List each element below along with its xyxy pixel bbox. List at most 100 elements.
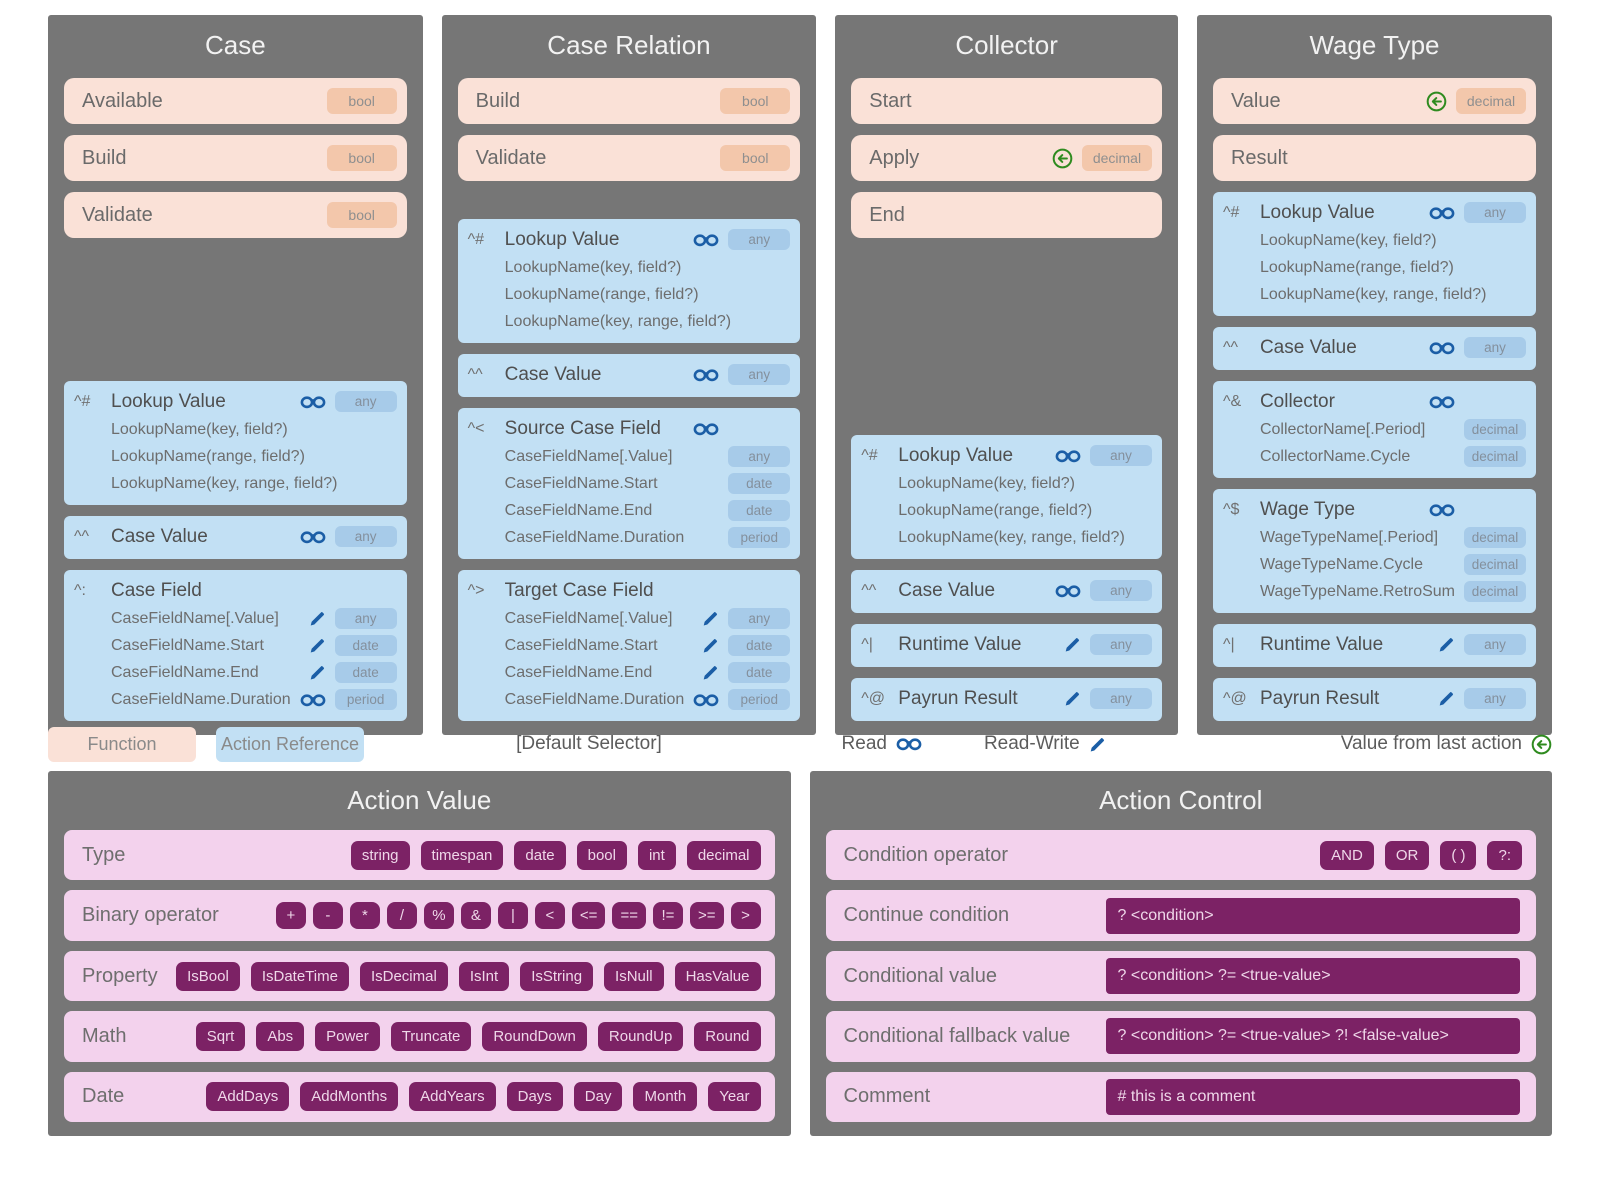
action-reference-block: ^# Lookup Value any LookupName(key, fiel… (851, 435, 1162, 559)
value-chip: Sqrt (195, 1021, 246, 1051)
block-header: ^^ Case Value any (1223, 333, 1526, 362)
row-label: Conditional fallback value (843, 1024, 1071, 1047)
legend-function-chip: Function (48, 726, 196, 762)
legend-read: Read (842, 733, 922, 755)
line-text: CaseFieldName.End (111, 663, 259, 681)
read-glasses-icon (1429, 503, 1455, 517)
function-label: Result (1230, 146, 1288, 169)
value-type-badge: date (334, 662, 397, 683)
block-title: Source Case Field (504, 417, 661, 439)
value-type-badge: decimal (1464, 446, 1526, 467)
value-chip: ?: (1487, 840, 1522, 870)
pattern-bar: ? <condition> ?= <true-value> ?! <false-… (1105, 1018, 1520, 1055)
action-reference-block: ^^ Case Value any (851, 570, 1162, 613)
function-label: Validate (475, 146, 547, 169)
legend-read-write: Read-Write (984, 733, 1106, 755)
block-header: ^# Lookup Value any (861, 441, 1152, 470)
selector-prefix: ^# (861, 446, 878, 464)
value-chip: AND (1320, 840, 1374, 870)
panel-collector: Collector Start Apply decimal End (835, 15, 1178, 735)
function-row: Value decimal (1212, 78, 1536, 124)
return-type-badge: bool (720, 88, 791, 114)
line-text: LookupName(range, field?) (111, 447, 305, 465)
row-label: Type (82, 843, 126, 866)
read-glasses-icon (1055, 449, 1081, 463)
function-label: Apply (869, 146, 920, 169)
block-title: Case Field (111, 579, 202, 601)
selector-prefix: ^$ (1222, 500, 1240, 518)
chip-group: IsBool IsDateTime IsDecimal IsInt IsString Is… (176, 961, 761, 991)
value-type-badge: date (728, 662, 791, 683)
function-label: Validate (82, 203, 153, 226)
action-row: Property IsBool IsDateTime IsDecimal IsInt I… (64, 950, 775, 1002)
value-chip: Days (506, 1082, 563, 1112)
panel-spacer (64, 249, 407, 370)
selector-prefix: ^: (74, 581, 86, 599)
block-title: Target Case Field (504, 579, 654, 601)
read-glasses-icon (693, 693, 719, 707)
line-text: LookupName(key, field?) (898, 474, 1075, 492)
block-header: ^> Target Case Field (468, 576, 791, 605)
action-control-panel: Action Control Condition operator AND OR (… (809, 771, 1552, 1136)
action-row: Binary operator + - * /% & | < <= == != >= > (64, 890, 775, 941)
panel-spacer (458, 192, 801, 208)
read-glasses-icon (300, 530, 326, 544)
block-line: LookupName(key, field?) (74, 416, 397, 443)
block-title: Case Value (504, 363, 602, 385)
value-chip: / (386, 902, 417, 930)
block-line: CaseFieldName.Duration period (74, 686, 397, 713)
legend-read-label: Read (841, 733, 887, 754)
read-write-pencil-icon (309, 637, 326, 654)
value-type-badge: any (334, 608, 397, 629)
value-chip: IsInt (458, 961, 510, 991)
read-glasses-icon (693, 233, 719, 247)
action-row: Conditional fallback value ? <condition>… (825, 1011, 1536, 1062)
value-chip: != (652, 902, 683, 930)
action-row: Continue condition ? <condition> (825, 890, 1536, 941)
block-title: Lookup Value (111, 390, 226, 412)
value-type-badge: date (334, 635, 397, 656)
selector-prefix: ^< (467, 419, 485, 437)
read-write-pencil-icon (1064, 690, 1081, 707)
return-type-badge: bool (326, 202, 397, 228)
line-text: CaseFieldName[.Value] (504, 447, 673, 465)
value-type-badge: any (334, 526, 397, 547)
function-label: Start (869, 89, 912, 112)
block-header: ^< Source Case Field (468, 414, 791, 443)
block-header: ^# Lookup Value any (468, 225, 791, 254)
row-label: Comment (843, 1085, 931, 1108)
block-line: LookupName(key, field?) (468, 254, 791, 281)
value-type-badge: any (728, 364, 791, 385)
panel-title: Case Relation (547, 30, 711, 60)
action-reference-block: ^^ Case Value any (457, 354, 801, 397)
value-chip: IsDateTime (250, 961, 349, 991)
block-header: ^$ Wage Type (1223, 495, 1526, 524)
block-header: ^^ Case Value any (861, 576, 1152, 605)
selector-prefix: ^# (467, 230, 485, 248)
line-text: LookupName(key, range, field?) (1259, 285, 1487, 303)
block-header: ^| Runtime Value any (1223, 630, 1526, 659)
panel-title: Case (204, 30, 266, 60)
read-write-pencil-icon (1064, 636, 1081, 653)
action-reference-block: ^^ Case Value any (64, 516, 407, 559)
block-title: Runtime Value (1259, 633, 1384, 655)
value-type-badge: any (1464, 688, 1526, 709)
line-text: WageTypeName[.Period] (1259, 528, 1439, 546)
action-reference-block: ^> Target Case Field CaseFieldName[.Valu… (457, 570, 801, 721)
last-action-arrow-icon (1052, 148, 1073, 169)
action-reference-block: ^@ Payrun Result any (1212, 678, 1536, 721)
value-chip: > (730, 902, 761, 930)
read-glasses-icon (896, 737, 922, 751)
function-label: Value (1230, 89, 1281, 112)
block-title: Runtime Value (898, 633, 1022, 655)
value-type-badge: period (334, 689, 397, 710)
block-title: Payrun Result (1259, 687, 1380, 709)
line-text: LookupName(key, field?) (111, 420, 288, 438)
block-line: CaseFieldName.Duration period (468, 686, 791, 713)
return-type-badge: decimal (1456, 88, 1526, 114)
line-text: CaseFieldName[.Value] (504, 609, 673, 627)
block-title: Collector (1259, 390, 1335, 412)
value-type-badge: period (728, 527, 791, 548)
legend-default-selector: [Default Selector] (516, 733, 662, 754)
function-row: Validate bool (64, 192, 407, 238)
